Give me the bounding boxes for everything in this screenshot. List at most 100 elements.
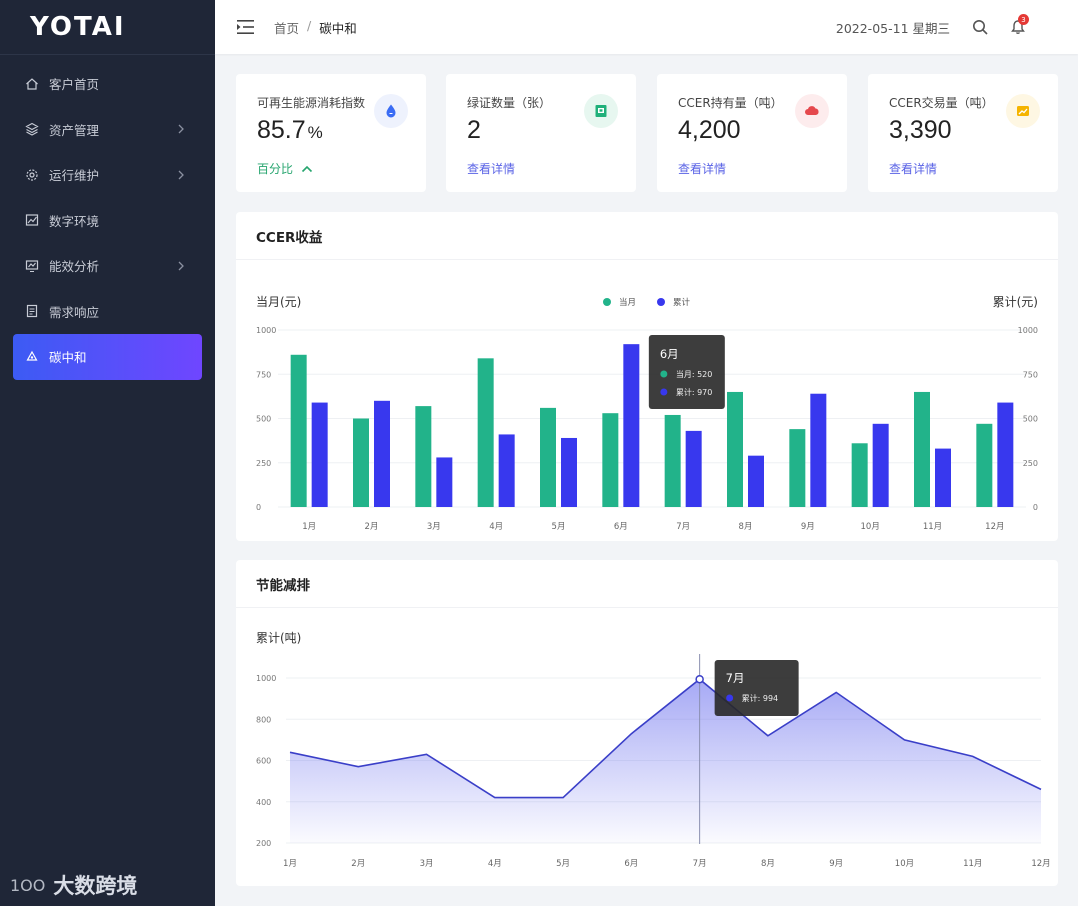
y2-axis-label: 累计(元) bbox=[993, 295, 1038, 309]
view-details-link[interactable]: 查看详情 bbox=[467, 162, 516, 176]
x-tick-label: 4月 bbox=[489, 522, 503, 532]
tooltip-swatch bbox=[726, 694, 734, 702]
x-tick-label: 10月 bbox=[861, 522, 880, 532]
bar-cumulative bbox=[810, 393, 827, 507]
stat-value: 3,390 bbox=[889, 116, 954, 145]
sidebar-item-label: 需求响应 bbox=[49, 304, 100, 320]
watermark: 1OO 大数跨境 bbox=[10, 870, 137, 900]
x-tick-label: 8月 bbox=[761, 859, 775, 869]
x-tick-label: 12月 bbox=[1031, 859, 1050, 869]
legend-label-cumulative: 累计 bbox=[673, 297, 691, 308]
breadcrumb-home[interactable]: 首页 bbox=[274, 20, 300, 36]
y-axis-label: 当月(元) bbox=[256, 295, 301, 309]
layers-icon bbox=[25, 122, 39, 136]
highlight-point bbox=[695, 674, 704, 684]
sidebar-item-label: 资产管理 bbox=[49, 122, 100, 138]
water-drop-icon bbox=[374, 94, 408, 128]
bar-cumulative bbox=[872, 423, 889, 507]
document-icon bbox=[25, 304, 39, 318]
x-tick-label: 11月 bbox=[923, 522, 942, 532]
certificate-icon bbox=[584, 94, 618, 128]
menu-toggle-icon[interactable] bbox=[237, 20, 254, 34]
y2-tick-label: 500 bbox=[1023, 415, 1038, 424]
view-details-link[interactable]: 查看详情 bbox=[889, 162, 938, 176]
tooltip-title: 6月 bbox=[660, 347, 679, 361]
x-tick-label: 9月 bbox=[801, 522, 815, 532]
x-tick-label: 7月 bbox=[693, 859, 707, 869]
sidebar-item-7[interactable]: 碳中和 bbox=[13, 334, 202, 380]
bar-monthly bbox=[789, 429, 806, 507]
percentage-toggle[interactable]: 百分比 bbox=[257, 160, 313, 177]
y2-tick-label: 1000 bbox=[1018, 326, 1038, 335]
watermark-text: 大数跨境 bbox=[53, 874, 138, 898]
sidebar-item-label: 运行维护 bbox=[49, 168, 100, 184]
emission-panel: 节能减排 累计(吨) 200 400 600 800 1000 1月 2月 3月 4月 5月 6月 7月… bbox=[236, 560, 1058, 886]
recycle-icon bbox=[25, 350, 39, 364]
sidebar-item-1[interactable]: 客户首页 bbox=[0, 61, 215, 107]
y2-tick-label: 750 bbox=[1023, 370, 1038, 379]
y-tick-label: 750 bbox=[256, 370, 271, 379]
legend-label-monthly: 当月 bbox=[619, 297, 636, 308]
x-tick-label: 7月 bbox=[676, 522, 690, 532]
x-tick-label: 3月 bbox=[420, 859, 434, 869]
breadcrumb: 首页 / 碳中和 bbox=[274, 18, 357, 37]
y-tick-label: 200 bbox=[256, 839, 271, 848]
area-line bbox=[289, 678, 1042, 799]
bar-cumulative bbox=[997, 402, 1014, 507]
sidebar-item-4[interactable]: 数字环境 bbox=[0, 198, 215, 244]
bar-cumulative bbox=[623, 344, 640, 507]
sidebar-item-label: 碳中和 bbox=[49, 350, 87, 366]
ccer-panel-title: CCER收益 bbox=[236, 212, 1058, 260]
breadcrumb-separator: / bbox=[307, 17, 312, 33]
emission-panel-title: 节能减排 bbox=[236, 560, 1058, 608]
brand-logo[interactable]: YOTAI bbox=[0, 0, 215, 55]
x-tick-label: 12月 bbox=[985, 522, 1004, 532]
logo-text: YOTAI bbox=[30, 12, 126, 42]
sidebar-item-5[interactable]: 能效分析 bbox=[0, 243, 215, 289]
ccer-panel: CCER收益 当月(元) 累计(元) 当月 累计 0 0 250 250 500 500 750 75… bbox=[236, 212, 1058, 541]
bar-monthly bbox=[602, 413, 619, 507]
sidebar-menu: 客户首页资产管理运行维护数字环境能效分析需求响应碳中和 bbox=[0, 55, 215, 380]
bar-cumulative bbox=[374, 400, 390, 507]
sidebar-item-3[interactable]: 运行维护 bbox=[0, 152, 215, 198]
x-tick-label: 4月 bbox=[488, 859, 502, 869]
x-tick-label: 10月 bbox=[895, 859, 914, 869]
y-tick-label: 800 bbox=[256, 715, 271, 724]
y-tick-label: 500 bbox=[256, 415, 271, 424]
view-details-link[interactable]: 查看详情 bbox=[678, 162, 727, 176]
stat-card-2: 绿证数量（张） 2 查看详情 bbox=[446, 74, 636, 192]
bar-monthly bbox=[851, 443, 868, 507]
tooltip-swatch bbox=[660, 388, 668, 396]
chevron-right-icon bbox=[178, 124, 184, 134]
bar-cumulative bbox=[748, 455, 764, 507]
chevron-right-icon bbox=[178, 261, 184, 271]
stat-number: 3,390 bbox=[889, 116, 952, 144]
notification-badge: 3 bbox=[1018, 14, 1029, 25]
sidebar-item-label: 能效分析 bbox=[49, 259, 100, 275]
tooltip-row: 累计: 970 bbox=[676, 387, 713, 397]
breadcrumb-current: 碳中和 bbox=[319, 20, 357, 36]
x-tick-label: 6月 bbox=[624, 859, 638, 869]
y2-tick-label: 0 bbox=[1033, 503, 1038, 512]
bar-cumulative bbox=[498, 434, 515, 507]
stat-number: 85.7 bbox=[257, 116, 306, 144]
tooltip-row: 当月: 520 bbox=[676, 369, 713, 379]
bar-cumulative bbox=[935, 448, 951, 507]
tooltip-row: 累计: 994 bbox=[742, 693, 779, 703]
stat-link-label: 百分比 bbox=[257, 162, 294, 176]
sidebar-item-6[interactable]: 需求响应 bbox=[0, 289, 215, 335]
current-date: 2022-05-11 星期三 bbox=[835, 20, 950, 36]
sidebar-item-label: 客户首页 bbox=[49, 77, 100, 93]
bar-monthly bbox=[727, 391, 743, 507]
y2-tick-label: 250 bbox=[1023, 459, 1038, 468]
x-tick-label: 6月 bbox=[614, 522, 628, 532]
cloud-icon bbox=[795, 94, 829, 128]
stat-unit: % bbox=[307, 123, 323, 142]
tooltip-title: 7月 bbox=[726, 671, 745, 685]
search-icon[interactable] bbox=[972, 19, 988, 35]
bar-cumulative bbox=[561, 437, 577, 507]
sidebar-item-2[interactable]: 资产管理 bbox=[0, 107, 215, 153]
bar-cumulative bbox=[436, 457, 453, 507]
trend-up-icon bbox=[1006, 94, 1040, 128]
stat-card-1: 可再生能源消耗指数 85.7% 百分比 bbox=[236, 74, 426, 192]
